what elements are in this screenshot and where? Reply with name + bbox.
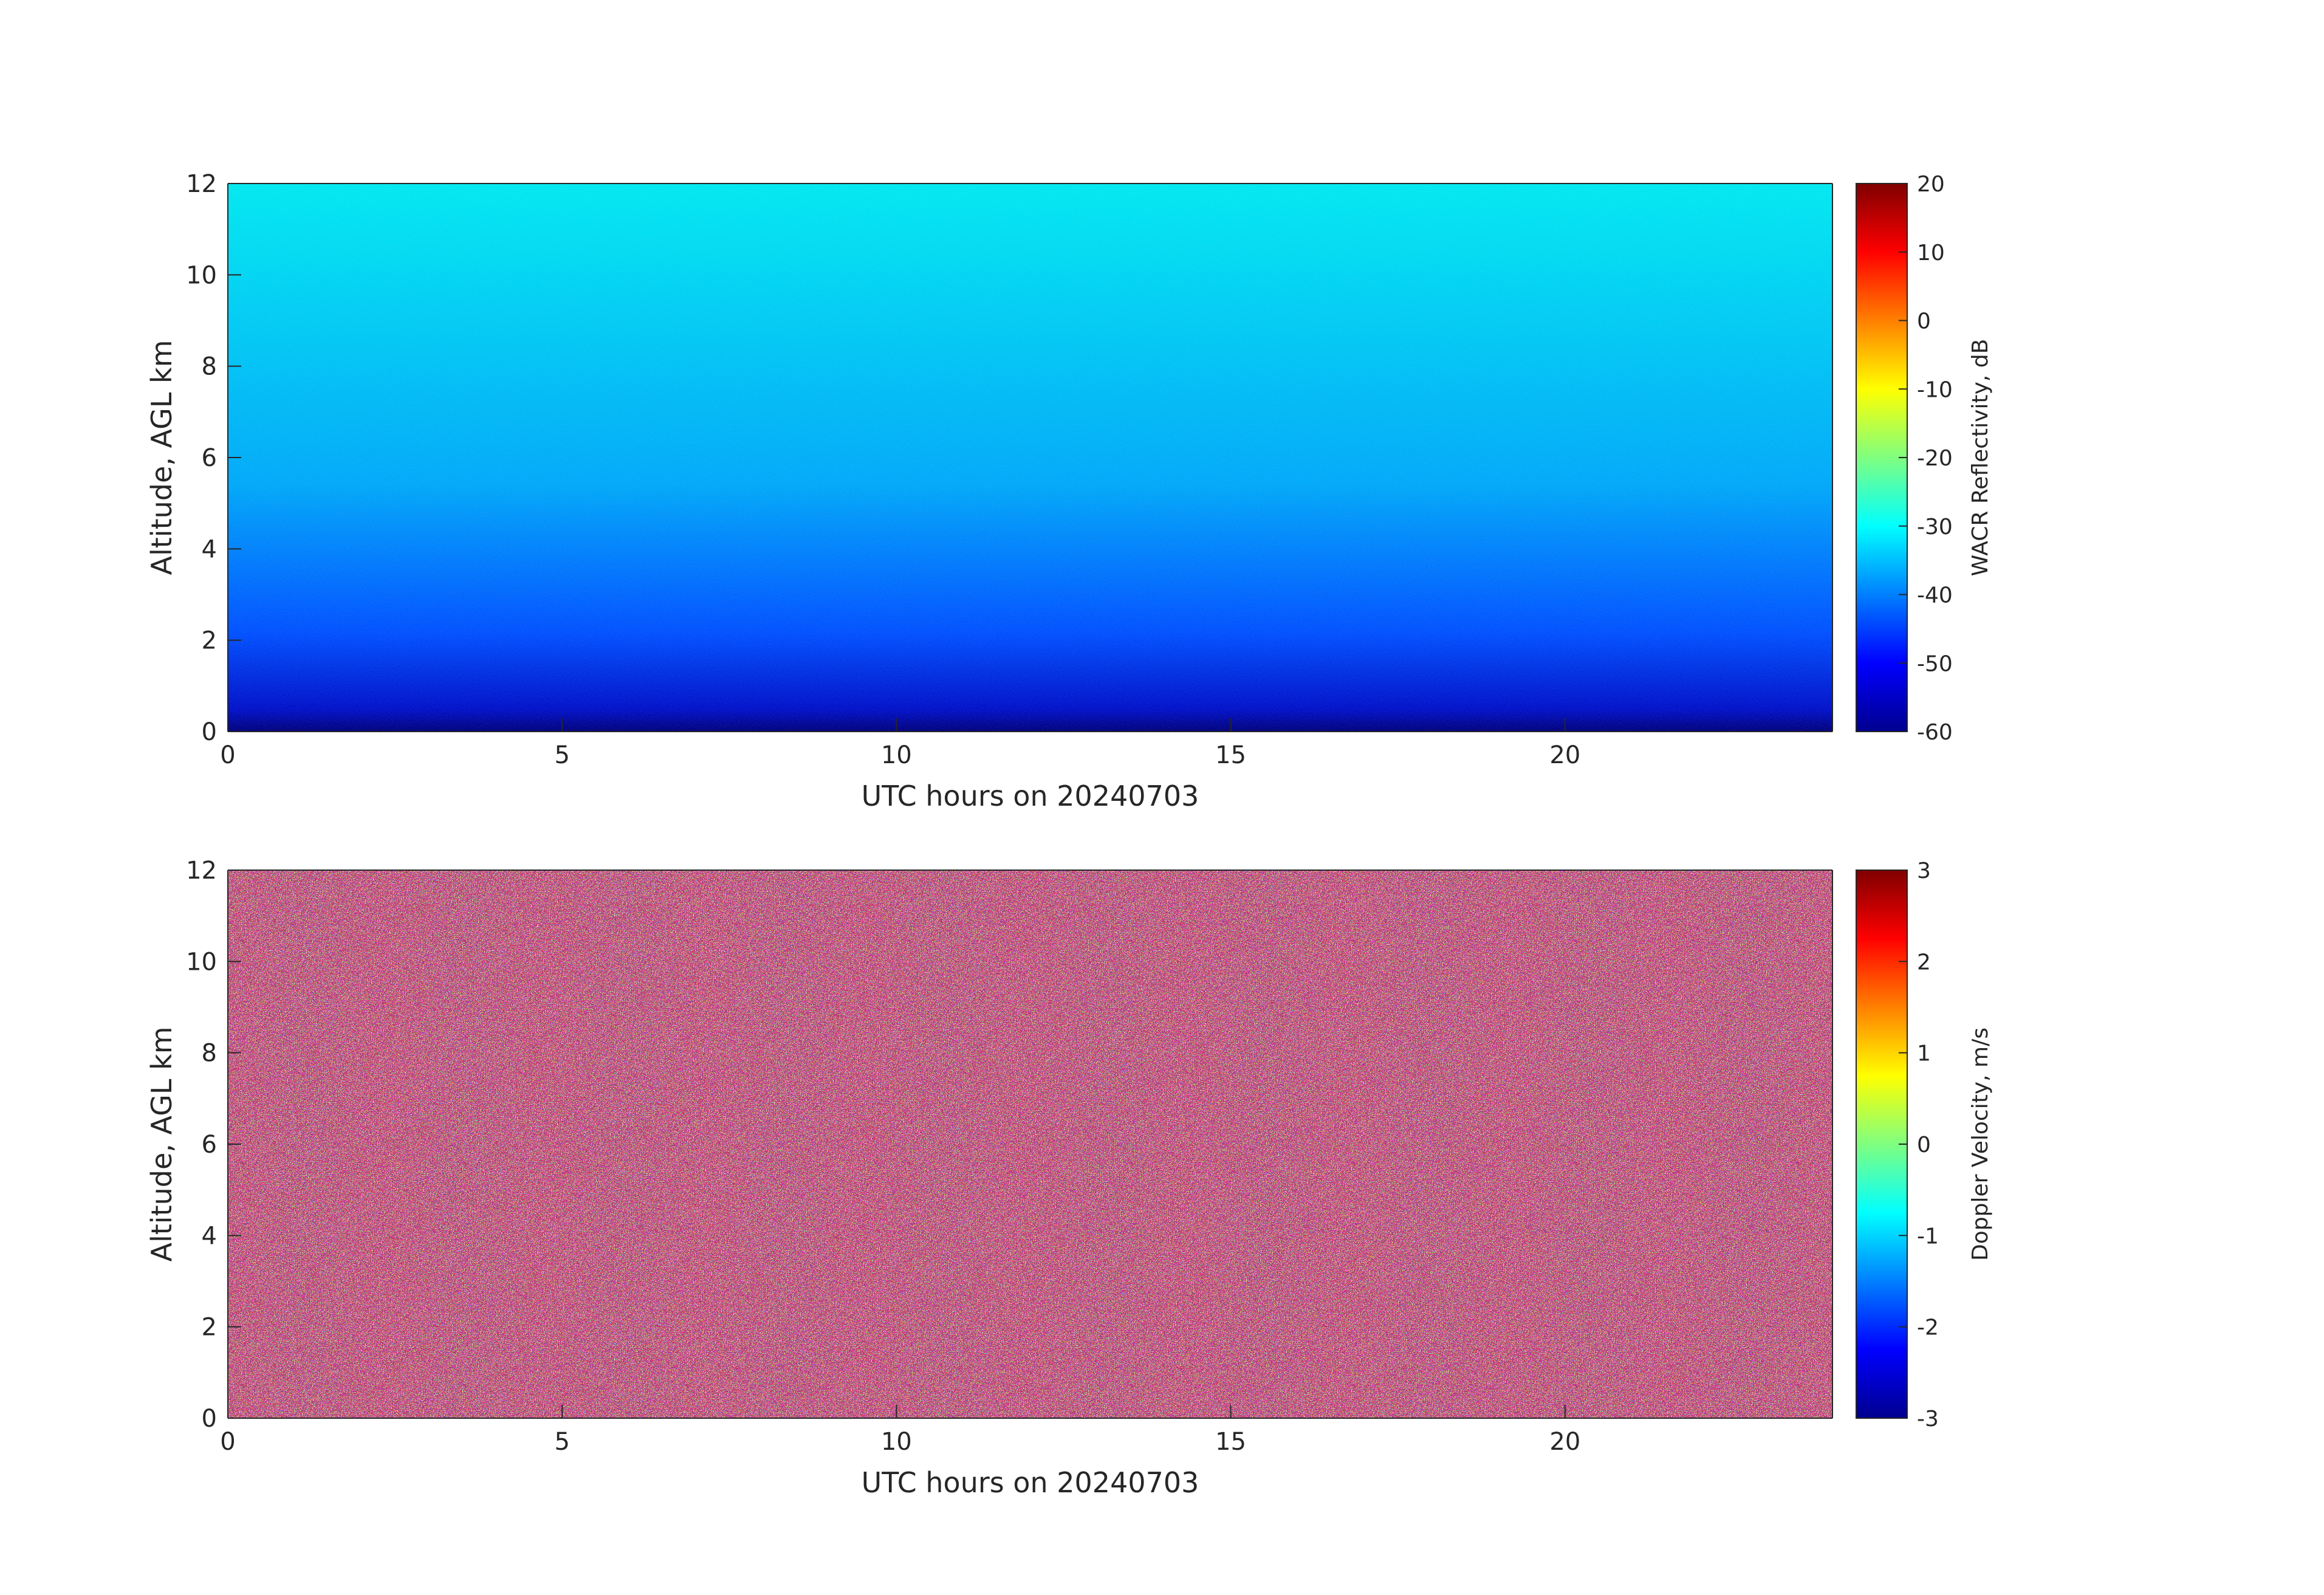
y-tick-label: 4 [202,535,217,563]
y-axis-label: Altitude, AGL km [145,340,178,575]
colorbar-tick-label: -2 [1917,1315,1939,1340]
x-tick-label: 5 [554,741,569,769]
x-tick-label: 20 [1549,741,1580,769]
colorbar-label: WACR Reflectivity, dB [1968,339,1993,577]
y-tick-label: 12 [186,170,217,198]
colorbar-tick-label: -20 [1917,446,1953,471]
x-tick-label: 0 [220,741,235,769]
x-tick-label: 15 [1215,741,1246,769]
colorbar-tick-label: 1 [1917,1041,1931,1066]
colorbar-tick-label: -30 [1917,515,1953,540]
y-tick-label: 2 [202,1314,217,1342]
colorbar-tick-label: -60 [1917,720,1953,745]
colorbar-tick-label: 20 [1917,172,1945,197]
colorbar-tick-label: -3 [1917,1407,1939,1432]
colorbar-tick-label: 3 [1917,859,1931,883]
colorbar-tick-label: 0 [1917,309,1931,334]
y-tick-label: 0 [202,718,217,746]
y-tick-label: 10 [186,948,217,976]
x-tick-label: 5 [554,1428,569,1456]
colorbar-tick-label: -50 [1917,651,1953,676]
colorbar-tick-label: -1 [1917,1224,1939,1249]
y-tick-label: 6 [202,444,217,472]
colorbar-tick-label: 2 [1917,950,1931,975]
y-tick-label: 6 [202,1131,217,1159]
x-tick-label: 20 [1549,1428,1580,1456]
y-tick-label: 12 [186,857,217,885]
colorbar-tick-label: 10 [1917,241,1945,266]
y-tick-label: 4 [202,1222,217,1250]
y-tick-label: 0 [202,1405,217,1433]
x-tick-label: 10 [881,741,912,769]
colorbar-tick-label: -10 [1917,377,1953,402]
y-tick-label: 8 [202,353,217,381]
x-tick-label: 0 [220,1428,235,1456]
x-tick-label: 10 [881,1428,912,1456]
x-axis-label: UTC hours on 20240703 [862,1466,1199,1499]
colorbar-label: Doppler Velocity, m/s [1968,1027,1993,1261]
y-tick-label: 2 [202,627,217,655]
colorbar-tick-label: 0 [1917,1133,1931,1158]
field-texture [228,184,1832,732]
x-axis-label: UTC hours on 20240703 [862,780,1199,812]
y-tick-label: 8 [202,1040,217,1068]
field [228,870,1832,1418]
x-tick-label: 15 [1215,1428,1246,1456]
y-axis-label: Altitude, AGL km [145,1026,178,1261]
colorbar-tick-label: -40 [1917,583,1953,608]
y-tick-label: 10 [186,261,217,289]
